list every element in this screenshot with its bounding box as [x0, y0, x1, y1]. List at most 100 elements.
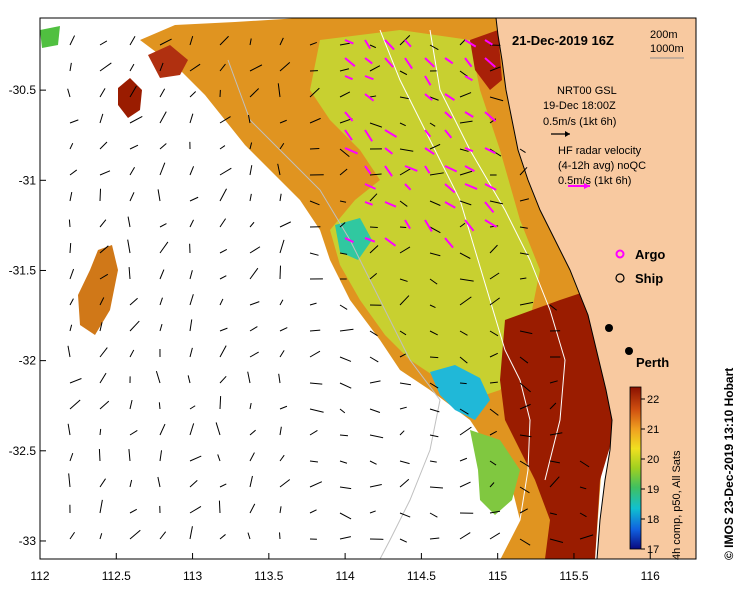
gsl-arrow — [67, 345, 71, 358]
gsl-arrow — [339, 356, 352, 362]
gsl-arrow — [189, 506, 202, 514]
gsl-arrow — [99, 499, 103, 514]
gsl-arrow — [339, 434, 349, 437]
gsl-arrow — [339, 304, 348, 310]
gsl-arrow — [489, 408, 499, 416]
gsl-arrow — [99, 372, 107, 384]
gsl-arrow — [219, 35, 229, 46]
gsl-arrow — [279, 119, 287, 124]
gsl-arrow — [278, 373, 281, 384]
gsl-arrow — [309, 117, 321, 124]
gsl-arrow — [159, 423, 166, 436]
gsl-arrow — [339, 460, 348, 464]
gsl-arrow — [189, 113, 194, 124]
hf-arrow — [424, 147, 435, 156]
gsl-arrow — [309, 509, 317, 514]
gsl-arrow — [489, 244, 498, 254]
gsl-arrow — [159, 241, 169, 254]
gsl-arrow — [519, 460, 530, 468]
hf-arrow — [344, 57, 356, 67]
hf-arrow — [484, 201, 495, 214]
gsl-arrow — [429, 512, 438, 518]
gsl-arrow — [187, 375, 191, 384]
gsl-arrow — [129, 430, 138, 436]
ship-marker — [605, 324, 613, 332]
gsl-arrow — [159, 450, 163, 462]
gsl-arrow — [127, 239, 131, 254]
colorbar-tick-label: 22 — [647, 394, 659, 406]
gsl-arrow — [429, 226, 441, 234]
gsl-arrow — [399, 460, 410, 465]
gsl-arrow — [519, 330, 533, 335]
gsl-arrow — [429, 356, 439, 359]
gsl-arrow — [369, 95, 377, 98]
gsl-arrow — [129, 85, 137, 98]
hf-arrow — [424, 219, 433, 232]
gsl-arrow — [489, 430, 497, 436]
hf-arrow — [464, 147, 474, 153]
gsl-arrow — [99, 62, 112, 72]
gsl-arrow — [189, 35, 194, 46]
gsl-arrow — [489, 297, 500, 306]
gsl-arrow — [218, 500, 221, 514]
gsl-arrow — [489, 272, 500, 280]
gsl-arrow — [69, 35, 76, 46]
gsl-arrow — [219, 483, 227, 488]
gsl-arrow — [339, 486, 352, 490]
gsl-arrow — [399, 70, 408, 76]
gsl-arrow — [339, 536, 351, 540]
gsl-arrow — [399, 478, 410, 488]
x-axis: 112 112.5 113 113.5 114 114.5 115 115.5 116 — [30, 553, 660, 583]
gsl-arrow — [459, 148, 469, 152]
gsl-arrow — [249, 165, 253, 176]
gsl-arrow — [99, 400, 110, 410]
gsl-arrow — [429, 44, 439, 51]
gsl-arrow — [429, 122, 436, 127]
gsl-arrow — [189, 294, 194, 306]
gsl-arrow — [215, 422, 221, 436]
gsl-arrow — [159, 531, 167, 540]
gsl-arrow — [399, 512, 411, 518]
gsl-arrow — [219, 116, 231, 124]
gsl-arrow — [217, 454, 221, 462]
gsl-arrow — [129, 529, 141, 540]
gsl-arrow — [429, 96, 439, 101]
sst-cyan-patch-south — [430, 365, 490, 420]
hf-arrow — [384, 237, 397, 247]
gsl-arrow — [219, 188, 227, 202]
hf-arrow — [384, 39, 395, 51]
gsl-arrow — [249, 429, 256, 436]
hf-arrow — [404, 165, 418, 172]
gsl-arrow — [309, 302, 317, 306]
gsl-arrow — [159, 324, 163, 332]
gsl-arrow — [519, 356, 529, 364]
gsl-arrow — [309, 408, 324, 413]
gsl-arrow — [429, 434, 439, 438]
hf-scale: 0.5m/s (1kt 6h) — [558, 175, 631, 187]
hf-arrow — [364, 237, 376, 243]
gsl-arrow — [99, 188, 102, 202]
gsl-arrow — [489, 482, 495, 488]
gsl-arrow — [279, 265, 282, 280]
gsl-arrow — [219, 396, 222, 410]
gsl-arrow — [249, 38, 252, 46]
gsl-arrow — [399, 226, 407, 229]
gsl-arrow — [339, 222, 346, 228]
gsl-arrow — [99, 478, 106, 488]
gsl-arrow — [459, 278, 474, 282]
hf-arrow — [484, 111, 497, 122]
argo-legend-label: Argo — [635, 247, 665, 262]
gsl-arrow — [98, 448, 101, 462]
gsl-arrow — [399, 353, 406, 358]
y-axis: -30.5 -31 -31.5 -32 -32.5 -33 — [9, 83, 46, 548]
gsl-arrow — [399, 122, 406, 127]
hf-arrow — [444, 183, 456, 194]
gsl-arrow — [459, 426, 472, 436]
gsl-arrow — [129, 192, 135, 202]
gsl-arrow — [157, 476, 161, 488]
gsl-arrow — [549, 304, 557, 311]
gsl-arrow — [249, 221, 255, 228]
gsl-arrow — [279, 426, 282, 436]
gsl-arrow — [459, 382, 467, 385]
